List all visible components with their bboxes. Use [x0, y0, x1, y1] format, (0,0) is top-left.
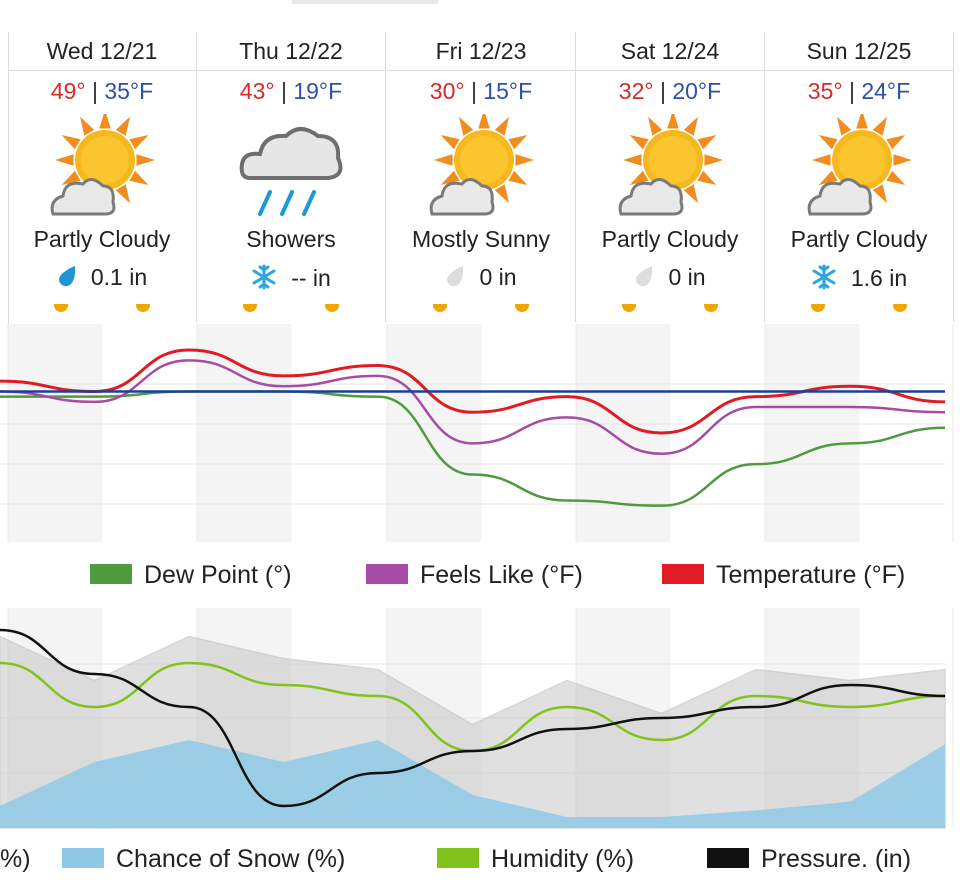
- pressure-swatch: [707, 848, 749, 868]
- night-band: [387, 324, 482, 542]
- sunset-icon: [893, 304, 907, 312]
- low-temp: 19°F: [293, 78, 343, 104]
- sunrise-icon: [433, 304, 447, 312]
- day-temps: 35° | 24°F: [765, 78, 953, 105]
- temp-separator: |: [91, 78, 98, 104]
- legend-feels-like[interactable]: Feels Like (°F): [366, 561, 583, 590]
- precip-amount: 1.6 in: [765, 264, 953, 296]
- legend-pressure-label: Pressure. (in): [761, 845, 912, 873]
- legend-snow[interactable]: Chance of Snow (%): [62, 845, 345, 874]
- day-name: Thu 12/22: [197, 32, 385, 71]
- sunset-icon: [325, 304, 339, 312]
- partly-cloudy-icon: [426, 110, 536, 224]
- legend-dew-point[interactable]: Dew Point (°): [90, 561, 292, 590]
- top-scroll-indicator: [292, 0, 438, 4]
- night-band: [8, 324, 103, 542]
- legend-humidity-label: Humidity (%): [491, 845, 635, 873]
- day-column[interactable]: Fri 12/23 30° | 15°F Mostly Sunny 0 in: [387, 32, 576, 322]
- precip-value: 1.6 in: [850, 265, 908, 292]
- precip-value: -- in: [291, 265, 331, 292]
- high-temp: 35°: [807, 78, 843, 104]
- partly-cloudy-icon: [804, 110, 914, 224]
- sunrise-icon: [54, 304, 68, 312]
- high-temp: 43°: [239, 78, 275, 104]
- precip-value: 0 in: [479, 264, 517, 291]
- pressure-line: [0, 628, 946, 808]
- precip-amount: 0 in: [576, 264, 764, 294]
- sunset-icon: [515, 304, 529, 312]
- day-column[interactable]: Thu 12/22 43° | 19°F Showers -- in: [197, 32, 386, 322]
- snow-area: [0, 740, 945, 828]
- legend-snow-label: Chance of Snow (%): [116, 845, 346, 873]
- day-temps: 32° | 20°F: [576, 78, 764, 105]
- temp-separator: |: [659, 78, 666, 104]
- precip-value: 0 in: [668, 264, 706, 291]
- raindrop-icon: [57, 264, 77, 294]
- sunrise-icon: [243, 304, 257, 312]
- temperature-chart: [0, 324, 954, 542]
- precip-value: 0.1 in: [90, 264, 148, 291]
- legend-pressure[interactable]: Pressure. (in): [707, 845, 911, 874]
- legend-temperature[interactable]: Temperature (°F): [662, 561, 905, 590]
- condition-text: Partly Cloudy: [790, 226, 928, 252]
- precip-amount: 0 in: [387, 264, 575, 294]
- legend-partial: %): [0, 845, 31, 874]
- day-name: Fri 12/23: [387, 32, 575, 71]
- dew-point-swatch: [90, 564, 132, 584]
- day-temps: 30° | 15°F: [387, 78, 575, 105]
- showers-icon: [236, 114, 346, 224]
- condition-text: Showers: [246, 226, 336, 252]
- sunset-icon: [704, 304, 718, 312]
- high-temp: 32°: [618, 78, 654, 104]
- low-temp: 20°F: [672, 78, 722, 104]
- low-temp: 35°F: [104, 78, 154, 104]
- snow-swatch: [62, 848, 104, 868]
- sunrise-icon: [622, 304, 636, 312]
- feels-like-line: [0, 359, 946, 456]
- humidity-swatch: [437, 848, 479, 868]
- day-temps: 43° | 19°F: [197, 78, 385, 105]
- temp-separator: |: [848, 78, 855, 104]
- day-name: Sat 12/24: [576, 32, 764, 71]
- day-name: Sun 12/25: [765, 32, 953, 71]
- night-band: [765, 324, 860, 542]
- feels-like-swatch: [366, 564, 408, 584]
- condition-text: Mostly Sunny: [411, 226, 551, 252]
- partly-cloudy-icon: [615, 110, 725, 224]
- temperature-swatch: [662, 564, 704, 584]
- high-temp: 49°: [50, 78, 86, 104]
- night-band: [197, 324, 292, 542]
- legend-temperature-label: Temperature (°F): [716, 561, 906, 589]
- snow-humidity-pressure-chart: [0, 608, 954, 829]
- daily-forecast-strip: Wed 12/21 49° | 35°F Partly Cloudy 0.1 in Th…: [0, 32, 960, 324]
- day-column[interactable]: Wed 12/21 49° | 35°F Partly Cloudy 0.1 in: [8, 32, 197, 322]
- temp-separator: |: [280, 78, 287, 104]
- low-temp: 15°F: [483, 78, 533, 104]
- precip-amount: 0.1 in: [8, 264, 196, 294]
- day-column[interactable]: Sat 12/24 32° | 20°F Partly Cloudy 0 in: [576, 32, 765, 322]
- condition-text: Partly Cloudy: [601, 226, 739, 252]
- sunrise-icon: [811, 304, 825, 312]
- day-name: Wed 12/21: [8, 32, 196, 71]
- low-temp: 24°F: [861, 78, 911, 104]
- temperature-line: [0, 348, 946, 435]
- legend-dew-point-label: Dew Point (°): [144, 561, 292, 589]
- high-temp: 30°: [429, 78, 465, 104]
- snowflake-icon: [251, 264, 277, 296]
- legend-humidity[interactable]: Humidity (%): [437, 845, 634, 874]
- day-temps: 49° | 35°F: [8, 78, 196, 105]
- partly-cloudy-icon: [47, 110, 157, 224]
- legend-partial-label: %): [0, 845, 31, 873]
- day-divider: [8, 32, 9, 324]
- snowflake-icon: [811, 264, 837, 296]
- day-column[interactable]: Sun 12/25 35° | 24°F Partly Cloudy 1.6 in: [765, 32, 954, 322]
- precip-amount: -- in: [197, 264, 385, 296]
- condition-text: Partly Cloudy: [33, 226, 171, 252]
- legend-feels-like-label: Feels Like (°F): [420, 561, 583, 589]
- temp-separator: |: [470, 78, 477, 104]
- gray-drop-icon: [445, 264, 465, 294]
- sunset-icon: [136, 304, 150, 312]
- gray-drop-icon: [634, 264, 654, 294]
